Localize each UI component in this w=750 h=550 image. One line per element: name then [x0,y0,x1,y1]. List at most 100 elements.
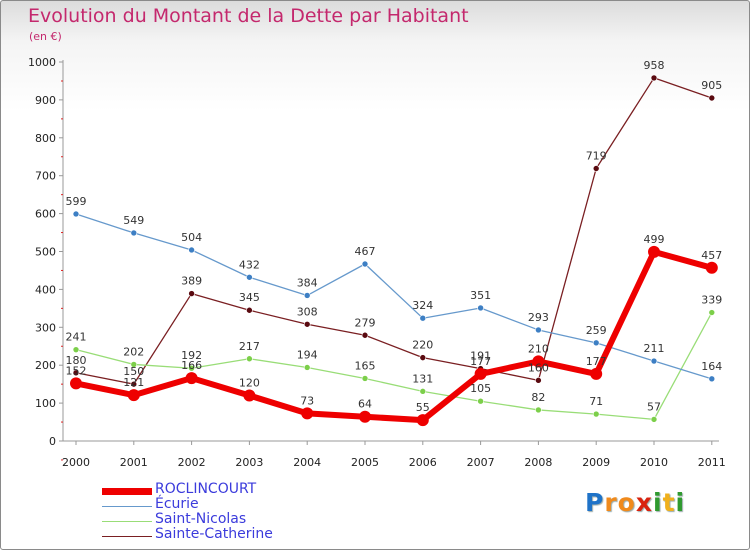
legend-label: Écurie [155,496,199,512]
data-point--curie [419,314,427,322]
chart-subtitle: (en €) [29,30,62,43]
data-point--curie [535,326,542,334]
logo-letter: i [653,488,663,517]
data-point-sainte-catherine [303,320,311,328]
data-point-saint-nicolas [130,361,138,368]
legend-label: Saint-Nicolas [155,511,247,527]
data-point-roclincourt [301,407,314,420]
data-point-roclincourt [359,410,371,423]
data-label-roclincourt: 177 [586,355,607,368]
data-point-sainte-catherine [72,369,80,377]
data-label--curie: 432 [239,258,260,271]
y-tick-label: 500 [35,246,56,259]
data-label-roclincourt: 121 [123,376,144,389]
data-point-saint-nicolas [477,397,484,405]
data-point-roclincourt [590,367,603,380]
data-label-roclincourt: 55 [416,401,430,414]
x-tick-label: 2011 [698,456,726,469]
y-tick-label: 300 [35,321,56,334]
data-label-sainte-catherine: 279 [355,316,376,329]
y-tick-label: 0 [49,435,56,448]
data-point--curie [592,339,600,347]
data-label--curie: 293 [528,311,549,324]
data-label-sainte-catherine: 220 [412,339,433,352]
data-point--curie [361,260,369,268]
data-label-saint-nicolas: 71 [589,395,603,408]
data-point-saint-nicolas [361,375,369,382]
chart-title: Evolution du Montant de la Dette par Hab… [28,5,469,27]
data-label-saint-nicolas: 217 [239,340,260,353]
data-point-sainte-catherine [650,74,658,82]
data-label-sainte-catherine: 958 [644,59,665,72]
data-point-sainte-catherine [246,306,253,314]
data-point-roclincourt [185,372,198,385]
logo-letter: r [604,488,618,517]
data-point-sainte-catherine [419,354,427,361]
data-label-roclincourt: 177 [470,355,491,368]
data-point--curie [650,357,658,365]
data-point-sainte-catherine [535,377,542,384]
data-label--curie: 384 [297,276,318,289]
x-tick-label: 2005 [351,456,379,469]
data-point--curie [303,292,311,299]
series-line-sainte-catherine [75,77,713,385]
y-tick-label: 600 [35,208,56,221]
data-point-sainte-catherine [592,165,600,172]
series-line-roclincourt [73,248,715,424]
data-label-sainte-catherine: 191 [470,350,491,363]
data-label--curie: 351 [470,289,491,302]
proxiti-logo: Proxiti [585,488,685,517]
data-label-sainte-catherine: 389 [181,275,202,288]
data-point-roclincourt [532,355,545,368]
data-label-saint-nicolas: 131 [412,372,433,385]
x-tick-label: 2003 [235,456,263,469]
data-point-saint-nicolas [246,355,253,363]
x-tick-label: 2010 [640,456,668,469]
y-tick-label: 800 [35,132,56,145]
data-label--curie: 324 [412,299,433,312]
x-tick-label: 2009 [582,456,610,469]
data-label-saint-nicolas: 241 [66,331,87,344]
data-point-roclincourt [705,261,718,274]
x-tick-label: 2004 [293,456,321,469]
data-point-sainte-catherine [188,290,195,297]
data-point-sainte-catherine [130,380,138,388]
data-point-roclincourt [243,389,256,402]
data-point-roclincourt [127,389,140,402]
y-tick-label: 400 [35,283,56,296]
data-label--curie: 504 [181,231,202,244]
data-label-roclincourt: 210 [528,342,549,355]
data-label-saint-nicolas: 202 [123,345,144,358]
data-point-saint-nicolas [72,346,80,353]
data-point--curie [188,246,195,254]
logo-letter: x [635,488,653,517]
data-point-roclincourt [648,245,660,258]
data-label-roclincourt: 120 [239,377,260,390]
data-label-roclincourt: 64 [358,398,372,411]
legend-swatch [102,535,152,537]
data-point-roclincourt [416,414,429,427]
data-label--curie: 164 [701,360,722,373]
data-label-sainte-catherine: 308 [297,305,318,318]
logo-letter: P [585,488,605,517]
data-label-roclincourt: 499 [644,233,665,246]
data-label-saint-nicolas: 57 [647,400,661,413]
legend-label: ROCLINCOURT [155,481,257,497]
data-label-roclincourt: 166 [181,359,202,372]
data-point-saint-nicolas [535,406,542,414]
x-tick-label: 2001 [120,456,148,469]
y-tick-label: 700 [35,170,56,183]
series-line-saint-nicolas [75,311,713,421]
data-point--curie [708,375,716,383]
data-label-saint-nicolas: 339 [701,294,722,307]
data-point-saint-nicolas [303,364,311,371]
data-label-saint-nicolas: 192 [181,349,202,362]
legend-swatch [102,505,152,507]
data-label--curie: 467 [355,245,376,258]
data-label-sainte-catherine: 180 [66,354,87,367]
data-label--curie: 599 [66,195,87,208]
x-tick-label: 2000 [62,456,90,469]
data-point--curie [477,304,484,312]
legend-swatch [102,487,152,495]
data-point--curie [72,210,80,218]
